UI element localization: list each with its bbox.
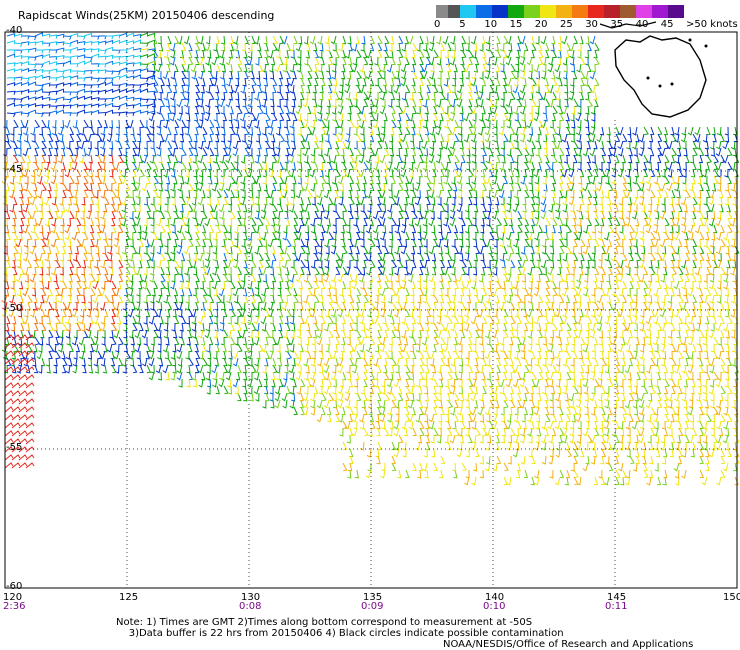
colorbar-swatch [572, 5, 588, 18]
longitude-label: 150 [723, 592, 740, 603]
time-label: 0:11 [605, 601, 628, 612]
colorbar-tick-label: 15 [509, 19, 523, 30]
colorbar-swatch [492, 5, 508, 18]
wind-barbs [1, 35, 740, 486]
colorbar-tick-label: 40 [635, 19, 649, 30]
credit-text: NOAA/NESDIS/Office of Research and Appli… [443, 639, 694, 650]
longitude-label: 130 [241, 592, 261, 603]
time-label: 0:09 [361, 601, 384, 612]
colorbar-swatch [556, 5, 572, 18]
wind-barbs [1, 154, 124, 332]
colorbar-tick-label: 5 [459, 19, 466, 30]
colorbar-swatch [620, 5, 636, 18]
australia-coast-fragment [599, 21, 657, 29]
colorbar-swatch [448, 5, 460, 18]
island-dot [704, 44, 708, 48]
colorbar-tick-label: 20 [534, 19, 548, 30]
colorbar-tick-label: 25 [560, 19, 573, 30]
wind-barbs [1, 154, 740, 486]
colorbar-swatch [588, 5, 604, 18]
island-dot [646, 76, 650, 80]
land-inset-background [600, 22, 740, 120]
longitude-label: 145 [607, 592, 627, 603]
speed-colorbar [436, 5, 684, 18]
time-label: 0:08 [239, 601, 262, 612]
colorbar-swatch [524, 5, 540, 18]
time-label: 2:36 [3, 601, 26, 612]
colorbar-swatch [508, 5, 524, 18]
colorbar-tick-label: 10 [484, 19, 498, 30]
notes-text: Note: 1) Times are GMT 2)Times along bot… [116, 617, 564, 639]
colorbar-swatch [668, 5, 684, 18]
colorbar-tick-label: 45 [660, 19, 674, 30]
latitude-label: -45 [6, 164, 23, 175]
island-dot [670, 82, 674, 86]
tasmania-coastline [614, 35, 707, 118]
colorbar-units: >50 knots [686, 19, 738, 30]
wind-barbs [3, 70, 739, 374]
colorbar-tick-label: 30 [585, 19, 598, 30]
graticule [5, 32, 737, 588]
tasmania-map-inset [599, 21, 740, 120]
longitude-label: 120 [3, 592, 23, 603]
notes-line-1: Note: 1) Times are GMT 2)Times along bot… [116, 617, 533, 628]
colorbar-swatch [604, 5, 620, 18]
latitude-label: -55 [6, 442, 23, 453]
colorbar-tick-label: 35 [610, 19, 624, 30]
latitude-label: -40 [6, 25, 23, 36]
time-label: 0:10 [483, 601, 506, 612]
colorbar-tick-label: 0 [434, 19, 441, 30]
wind-barbs [6, 32, 142, 83]
longitude-label: 125 [119, 592, 139, 603]
colorbar-swatch [460, 5, 476, 18]
wind-barbs-layer [1, 32, 740, 486]
page-title: Rapidscat Winds(25KM) 20150406 descendin… [18, 9, 275, 22]
plot-frame [4, 31, 738, 589]
wind-barbs [1, 32, 740, 416]
colorbar-swatch [436, 5, 448, 18]
wind-barbs [2, 154, 124, 469]
latitude-label: -50 [6, 303, 23, 314]
latitude-label: -60 [6, 581, 23, 592]
island-dot [658, 84, 662, 88]
colorbar-swatch [652, 5, 668, 18]
longitude-label: 140 [485, 592, 505, 603]
colorbar-swatch [540, 5, 556, 18]
colorbar-swatch [636, 5, 652, 18]
longitude-label: 135 [363, 592, 383, 603]
notes-line-2: 3)Data buffer is 22 hrs from 20150406 4)… [128, 628, 564, 639]
colorbar-swatch [476, 5, 492, 18]
island-dot [688, 38, 692, 42]
